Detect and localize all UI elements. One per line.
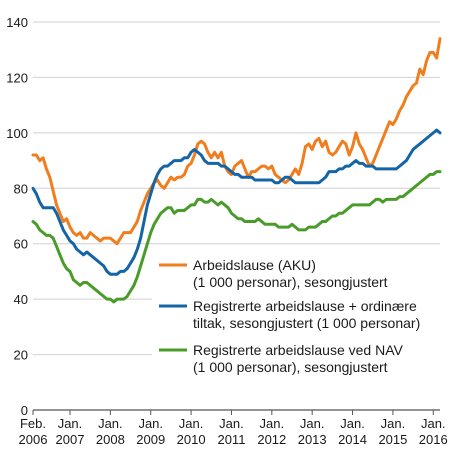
legend-label-3: Registrerte arbeidslause ved NAV <box>193 342 404 358</box>
series-line-2 <box>31 128 442 276</box>
x-tick-label-year: 2015 <box>378 432 407 447</box>
x-tick-label-month: Jan. <box>98 416 123 431</box>
y-tick-label: 0 <box>21 403 28 418</box>
legend: Arbeidslause (AKU)(1 000 personar), seso… <box>152 254 444 376</box>
x-tick-label-month: Jan. <box>219 416 244 431</box>
y-tick-label: 40 <box>14 292 28 307</box>
series-lines <box>31 37 442 304</box>
y-tick-label: 120 <box>6 70 28 85</box>
y-tick-label: 80 <box>14 181 28 196</box>
x-tick-label-year: 2011 <box>217 432 245 447</box>
y-axis: 0 20 40 60 80 100 120 140 <box>6 15 28 418</box>
x-tick-label-year: 2006 <box>19 432 48 447</box>
x-tick-label-year: 2008 <box>96 432 125 447</box>
x-tick-label-month: Jan. <box>421 416 446 431</box>
series-line-1 <box>31 37 442 246</box>
x-tick-label-month: Jan. <box>340 416 365 431</box>
legend-label-2: Registrerte arbeidslause + ordinære <box>193 298 417 314</box>
series-line-3 <box>31 170 442 304</box>
x-tick-label-month: Jan. <box>58 416 83 431</box>
legend-background <box>152 254 444 376</box>
x-tick-label-year: 2014 <box>338 432 367 447</box>
y-tick-label: 140 <box>6 15 28 30</box>
x-tick-label-year: 2013 <box>298 432 327 447</box>
gridlines <box>33 21 440 356</box>
x-tick-label-month: Jan. <box>138 416 163 431</box>
x-tick-label-year: 2007 <box>56 432 85 447</box>
x-tick-label-month: Feb. <box>20 416 46 431</box>
x-tick-label-year: 2012 <box>257 432 286 447</box>
x-axis: Feb.2006Jan.2007Jan.2008Jan.2009Jan.2010… <box>19 409 448 447</box>
y-tick-label: 60 <box>14 237 28 252</box>
y-tick-label: 100 <box>6 126 28 141</box>
legend-label-3: (1 000 personar), sesongjustert <box>193 359 388 375</box>
x-tick-label-year: 2010 <box>177 432 206 447</box>
y-tick-label: 20 <box>14 348 28 363</box>
x-tick-label-month: Jan. <box>179 416 204 431</box>
legend-label-2: tiltak, sesongjustert (1 000 personar) <box>193 315 420 331</box>
legend-label-1: (1 000 personar), sesongjustert <box>193 274 388 290</box>
x-tick-label-month: Jan. <box>300 416 325 431</box>
x-tick-label-month: Jan. <box>260 416 285 431</box>
x-tick-label-year: 2016 <box>419 432 448 447</box>
x-tick-label-year: 2009 <box>136 432 165 447</box>
x-tick-label-month: Jan. <box>381 416 406 431</box>
legend-label-1: Arbeidslause (AKU) <box>193 257 316 273</box>
